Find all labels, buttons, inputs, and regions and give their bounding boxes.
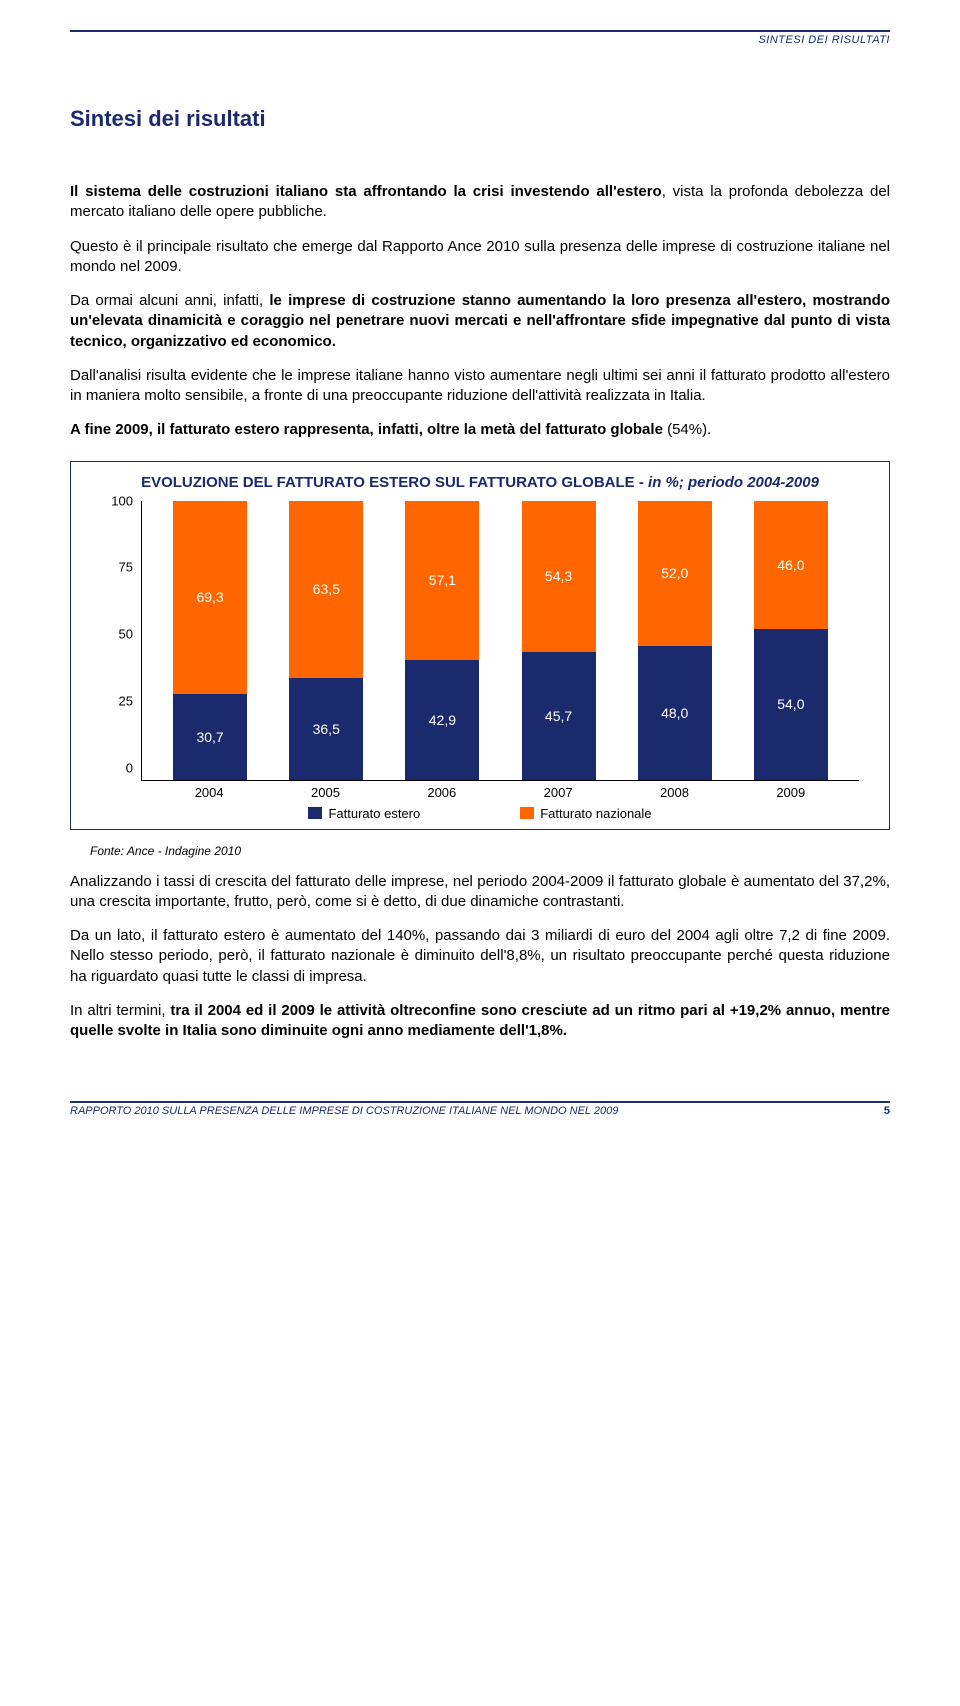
p3-lead: Da ormai alcuni anni, infatti, [70, 292, 269, 309]
bar-segment-nazionale: 54,3 [522, 501, 596, 652]
x-axis: 2004 2005 2006 2007 2008 2009 [141, 781, 859, 800]
x-tick: 2008 [637, 785, 711, 800]
bar-segment-estero: 36,5 [289, 678, 363, 780]
page-footer: RAPPORTO 2010 SULLA PRESENZA DELLE IMPRE… [70, 1101, 890, 1117]
paragraph-2: Questo è il principale risultato che eme… [70, 237, 890, 278]
chart-title-main: EVOLUZIONE DEL FATTURATO ESTERO SUL FATT… [141, 474, 644, 491]
legend-estero: Fatturato estero [308, 806, 420, 821]
p5-rest: (54%). [663, 421, 711, 438]
chart-container: EVOLUZIONE DEL FATTURATO ESTERO SUL FATT… [70, 461, 890, 830]
bar-segment-estero: 48,0 [638, 646, 712, 780]
page-title: Sintesi dei risultati [70, 106, 890, 132]
ytick: 0 [101, 761, 133, 774]
bar-column: 57,142,9 [405, 501, 479, 780]
paragraph-4: Dall'analisi risulta evidente che le imp… [70, 366, 890, 407]
paragraph-6: Analizzando i tassi di crescita del fatt… [70, 872, 890, 913]
ytick: 75 [101, 561, 133, 574]
footer-page: 5 [884, 1105, 890, 1117]
chart-plot: 69,330,7 63,536,5 57,142,9 54,345,7 52,048,0… [141, 501, 859, 781]
bar-segment-nazionale: 46,0 [754, 501, 828, 629]
legend-estero-label: Fatturato estero [328, 806, 420, 821]
y-axis: 100 75 50 25 0 [101, 501, 141, 781]
bar-segment-estero: 42,9 [405, 660, 479, 780]
chart-title-sub: in %; periodo 2004-2009 [644, 474, 819, 491]
bar-column: 63,536,5 [289, 501, 363, 780]
footer-text: RAPPORTO 2010 SULLA PRESENZA DELLE IMPRE… [70, 1105, 618, 1117]
bar-column: 69,330,7 [173, 501, 247, 780]
bar-segment-estero: 54,0 [754, 629, 828, 780]
swatch-estero [308, 807, 322, 819]
x-tick: 2006 [405, 785, 479, 800]
chart-legend: Fatturato estero Fatturato nazionale [101, 806, 859, 821]
bar-segment-nazionale: 57,1 [405, 501, 479, 660]
bar-column: 54,345,7 [522, 501, 596, 780]
legend-nazionale-label: Fatturato nazionale [540, 806, 651, 821]
bar-segment-nazionale: 69,3 [173, 501, 247, 694]
p8-lead: In altri termini, [70, 1002, 170, 1019]
ytick: 50 [101, 628, 133, 641]
legend-nazionale: Fatturato nazionale [520, 806, 651, 821]
paragraph-7: Da un lato, il fatturato estero è aument… [70, 926, 890, 987]
bar-segment-estero: 45,7 [522, 652, 596, 780]
ytick: 100 [101, 494, 133, 507]
chart-area: 100 75 50 25 0 69,330,763,536,557,142,95… [101, 501, 859, 781]
swatch-nazionale [520, 807, 534, 819]
chart-source: Fonte: Ance - Indagine 2010 [90, 844, 890, 858]
p1-bold: Il sistema delle costruzioni italiano st… [70, 183, 662, 200]
paragraph-1: Il sistema delle costruzioni italiano st… [70, 182, 890, 223]
header-section: SINTESI DEI RISULTATI [70, 34, 890, 46]
ytick: 25 [101, 694, 133, 707]
header-rule [70, 30, 890, 32]
x-tick: 2009 [754, 785, 828, 800]
x-tick: 2007 [521, 785, 595, 800]
chart-title: EVOLUZIONE DEL FATTURATO ESTERO SUL FATT… [101, 474, 859, 491]
x-tick: 2004 [172, 785, 246, 800]
bar-segment-estero: 30,7 [173, 694, 247, 780]
paragraph-3: Da ormai alcuni anni, infatti, le impres… [70, 291, 890, 352]
bar-column: 46,054,0 [754, 501, 828, 780]
paragraph-8: In altri termini, tra il 2004 ed il 2009… [70, 1001, 890, 1042]
paragraph-5: A fine 2009, il fatturato estero rappres… [70, 420, 890, 440]
p5-bold: A fine 2009, il fatturato estero rappres… [70, 421, 663, 438]
bar-segment-nazionale: 63,5 [289, 501, 363, 678]
bar-segment-nazionale: 52,0 [638, 501, 712, 646]
p8-bold: tra il 2004 ed il 2009 le attività oltre… [70, 1002, 890, 1039]
bar-column: 52,048,0 [638, 501, 712, 780]
x-tick: 2005 [288, 785, 362, 800]
